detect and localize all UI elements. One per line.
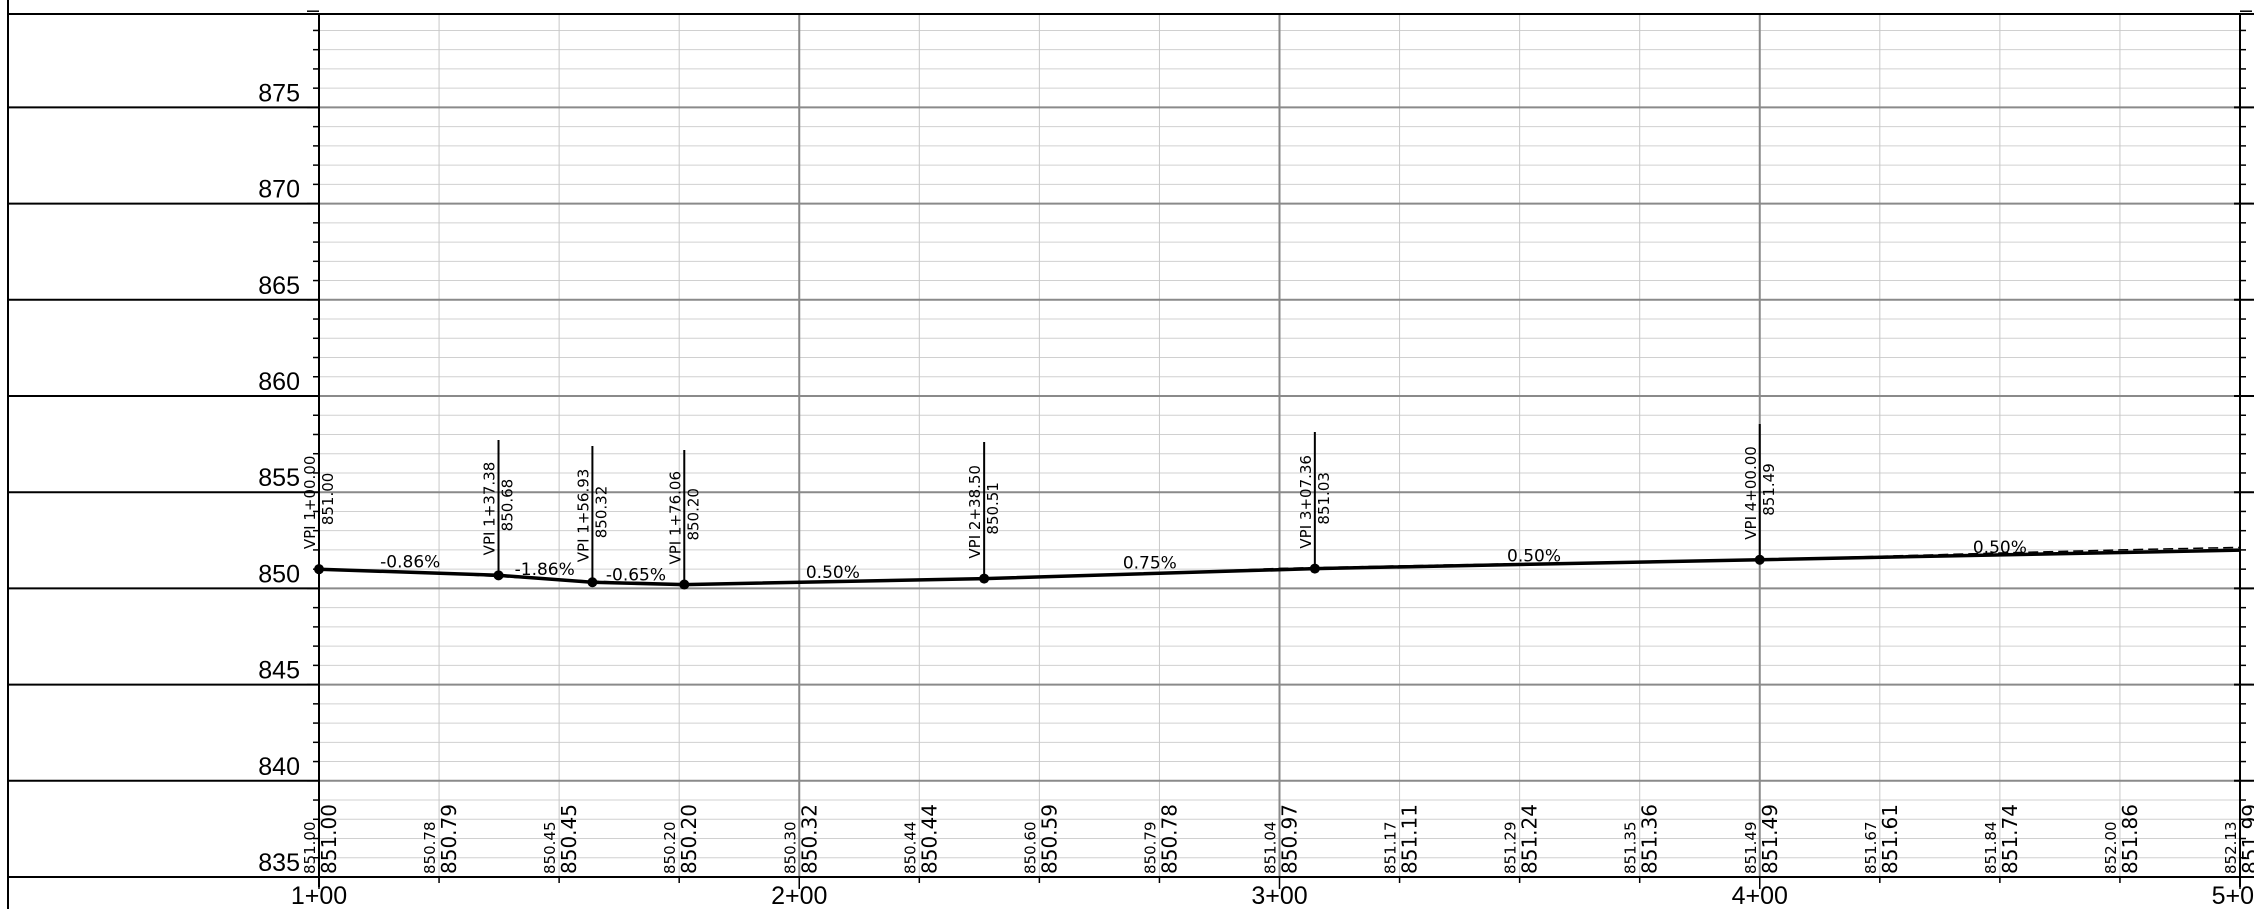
vpi-station-label: VPI 1+00.00: [301, 456, 319, 550]
vpi-point: [314, 564, 324, 575]
proposed-elevation-label: 851.36: [1638, 804, 1662, 874]
existing-elevation-label: 850.30: [781, 822, 799, 875]
station-axis-labels: 1+00 2+00 3+00 4+00 5+0: [291, 882, 2254, 909]
station-label: 1+00: [291, 882, 347, 909]
vpi-elevation-label: 851.00: [319, 473, 337, 526]
grade-label: 0.50%: [1973, 538, 2027, 558]
elevation-label: 875: [258, 79, 300, 107]
proposed-grade-line: [318, 548, 2241, 587]
station-label: 4+00: [1732, 882, 1788, 909]
proposed-grade-profile: [318, 548, 2241, 587]
vpi-station-label: VPI 3+07.36: [1297, 455, 1315, 549]
existing-elevation-label: 850.44: [901, 822, 919, 875]
station-label: 5+0: [2212, 882, 2254, 909]
proposed-elevation-label: 851.86: [2118, 804, 2142, 874]
proposed-elevation-label: 850.79: [437, 804, 461, 874]
elevation-axis-labels: 835 840 845 850 855 860 865 870 875: [258, 79, 300, 877]
existing-elevation-label: 852.13: [2222, 822, 2240, 875]
existing-elevation-label: 850.78: [421, 822, 439, 875]
grade-label: 0.50%: [806, 563, 860, 583]
proposed-elevation-label: 851.61: [1878, 804, 1902, 874]
existing-elevation-label: 851.00: [301, 822, 319, 875]
proposed-elevation-label: 850.45: [557, 804, 581, 874]
proposed-elevation-label: 850.44: [917, 804, 941, 874]
proposed-elevation-label: 851.74: [1998, 804, 2022, 874]
elevation-label: 870: [258, 176, 300, 204]
existing-elevation-label: 850.20: [661, 822, 679, 875]
station-label: 3+00: [1251, 882, 1307, 909]
vpi-annotations: VPI 1+00.00 851.00 VPI 1+37.38 850.68 VPI 1+…: [301, 424, 1778, 590]
existing-elevation-label: 851.84: [1982, 822, 2000, 875]
vpi-station-label: VPI 1+76.06: [666, 471, 684, 565]
grade-label: 0.75%: [1123, 553, 1177, 573]
existing-elevation-label: 851.67: [1862, 822, 1880, 875]
vpi-elevation-label: 851.49: [1760, 463, 1778, 516]
elevation-label: 835: [258, 849, 300, 877]
vpi-station-label: VPI 2+38.50: [966, 465, 984, 559]
vpi-station-label: VPI 1+56.93: [574, 469, 592, 563]
vpi-station-label: VPI 4+00.00: [1742, 446, 1760, 540]
proposed-elevation-label: 850.97: [1278, 804, 1302, 874]
existing-elevation-label: 852.00: [2102, 822, 2120, 875]
vpi-elevation-label: 850.32: [592, 486, 610, 539]
existing-elevation-label: 851.29: [1502, 822, 1520, 875]
proposed-elevation-label: 851.00: [317, 804, 341, 874]
grade-label: -1.86%: [515, 560, 575, 580]
elevation-label: 855: [258, 464, 300, 492]
elevation-label: 840: [258, 753, 300, 781]
proposed-elevation-label: 850.20: [677, 804, 701, 874]
grade-label: -0.65%: [606, 565, 666, 585]
sheet-frame: [7, 0, 2254, 909]
existing-elevation-label: 850.60: [1021, 822, 1039, 875]
existing-elevation-label: 851.49: [1742, 822, 1760, 875]
proposed-elevation-label: 850.78: [1157, 804, 1181, 874]
proposed-elevation-label: 851.99: [2238, 804, 2254, 874]
elevation-label: 845: [258, 657, 300, 685]
vpi-station-label: VPI 1+37.38: [481, 462, 499, 556]
proposed-elevation-label: 850.59: [1037, 804, 1061, 874]
grade-labels: -0.86% -1.86% -0.65% 0.50% 0.75% 0.50% 0.50%: [380, 538, 2027, 586]
proposed-elevation-label: 850.32: [797, 804, 821, 874]
vpi-elevation-label: 850.20: [684, 488, 702, 541]
vpi-elevation-label: 851.03: [1315, 472, 1333, 525]
proposed-elevation-label: 851.24: [1518, 804, 1542, 874]
proposed-elevation-label: 851.11: [1398, 804, 1422, 874]
profile-grid: [319, 14, 2240, 877]
elevation-label: 865: [258, 272, 300, 300]
existing-elevation-label: 851.17: [1382, 822, 1400, 875]
existing-elevation-label: 850.79: [1141, 822, 1159, 875]
station-label: 2+00: [771, 882, 827, 909]
vpi-elevation-label: 850.51: [984, 482, 1002, 535]
existing-elevation-label: 850.45: [541, 822, 559, 875]
existing-elevation-label: 851.04: [1262, 822, 1280, 875]
proposed-elevation-label: 851.49: [1758, 804, 1782, 874]
grade-label: 0.50%: [1507, 546, 1561, 566]
elevation-label: 860: [258, 368, 300, 396]
vpi-elevation-label: 850.68: [499, 479, 517, 532]
existing-elevation-label: 851.35: [1622, 822, 1640, 875]
grade-label: -0.86%: [380, 552, 440, 572]
elevation-label: 850: [258, 560, 300, 588]
